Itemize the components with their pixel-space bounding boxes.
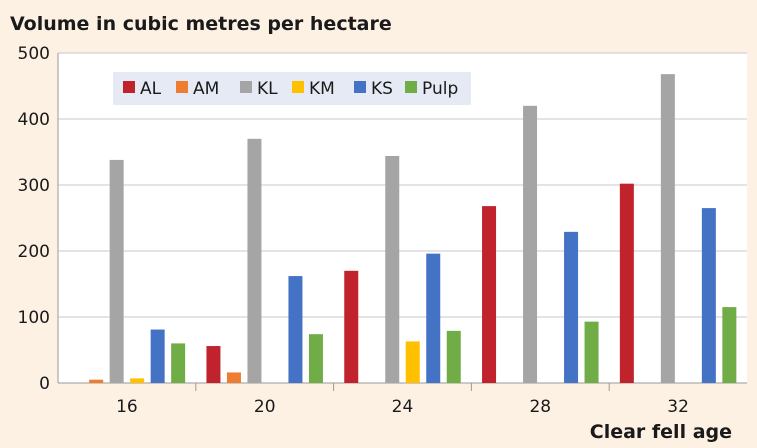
bar-pulp-20 (308, 334, 323, 383)
y-tick-label: 500 (18, 44, 50, 64)
x-tick-label: 32 (667, 397, 689, 417)
bar-pulp-16 (171, 343, 186, 383)
legend-label-km: KM (309, 79, 335, 99)
chart-title: Volume in cubic metres per hectare (10, 13, 392, 35)
legend-label-kl: KL (257, 79, 278, 99)
legend-label-pulp: Pulp (422, 79, 458, 99)
legend-swatch-am (176, 81, 188, 93)
y-tick-label: 300 (18, 176, 50, 196)
y-tick-label: 100 (18, 308, 50, 328)
x-axis-label: Clear fell age (590, 421, 732, 443)
legend-swatch-ks (354, 81, 366, 93)
x-tick-label: 28 (529, 397, 551, 417)
bar-kl-28 (523, 105, 538, 384)
bar-al-28 (482, 206, 497, 383)
bar-pulp-32 (722, 307, 737, 383)
bar-ks-32 (701, 208, 716, 383)
bar-al-24 (344, 270, 359, 383)
x-tick-label: 24 (392, 397, 414, 417)
bar-pulp-24 (446, 330, 461, 383)
bar-am-16 (89, 379, 104, 383)
bar-kl-32 (660, 74, 675, 384)
bar-kl-16 (109, 159, 124, 383)
legend-swatch-kl (240, 81, 252, 93)
y-tick-label: 400 (18, 110, 50, 130)
legend-swatch-pulp (405, 81, 417, 93)
bar-ks-24 (426, 253, 441, 383)
bar-kl-24 (385, 155, 400, 383)
x-tick-label: 16 (116, 397, 138, 417)
bar-am-20 (226, 372, 241, 383)
legend: AL AM KL KM KS Pulp (113, 72, 471, 105)
bar-km-24 (405, 341, 420, 383)
bar-al-32 (619, 183, 634, 383)
legend-label-am: AM (193, 79, 219, 99)
x-axis-tick-labels: 16 20 24 28 32 (116, 383, 689, 417)
bar-pulp-28 (584, 321, 599, 383)
bar-al-20 (206, 346, 221, 383)
bar-ks-20 (288, 276, 303, 383)
bar-ks-28 (564, 231, 579, 383)
bar-km-16 (130, 378, 145, 383)
x-tick-label: 20 (254, 397, 276, 417)
y-tick-label: 200 (18, 242, 50, 262)
bars (89, 74, 737, 384)
bar-ks-16 (150, 329, 165, 383)
legend-swatch-km (292, 81, 304, 93)
bar-kl-20 (247, 138, 262, 383)
y-tick-label: 0 (39, 374, 50, 394)
legend-label-al: AL (140, 79, 162, 99)
legend-swatch-al (123, 81, 135, 93)
y-axis-tick-labels: 0 100 200 300 400 500 (18, 44, 50, 394)
legend-label-ks: KS (371, 79, 393, 99)
